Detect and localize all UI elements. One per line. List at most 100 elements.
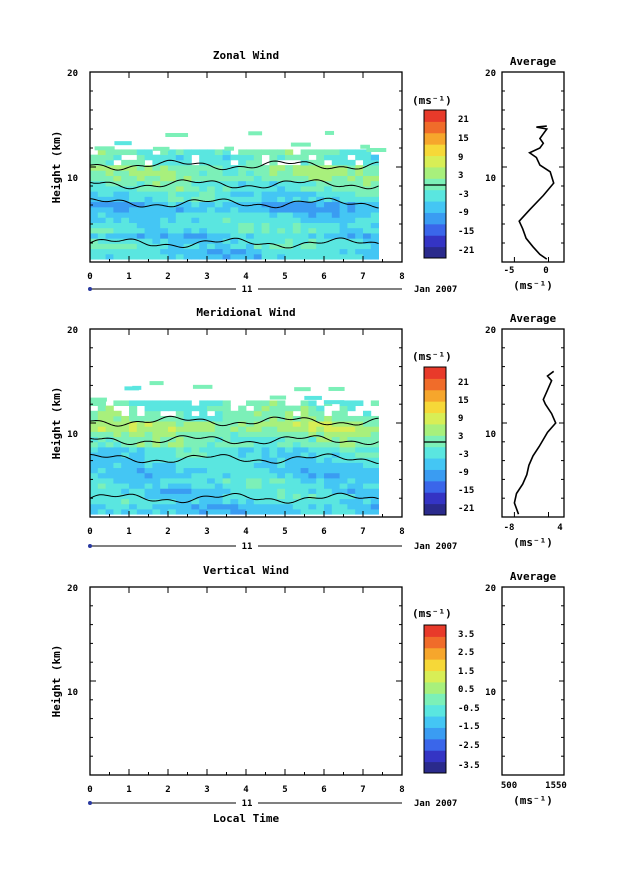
- heat-cell: [277, 400, 286, 407]
- heat-cell: [113, 233, 122, 239]
- heat-cell: [292, 238, 301, 244]
- heat-cell: [261, 472, 270, 479]
- heat-cell: [285, 248, 294, 255]
- heat-cell: [269, 421, 278, 427]
- heat-cell: [261, 462, 270, 469]
- colorbar-tick: 15: [458, 134, 469, 144]
- colorbar-swatch: [424, 716, 446, 728]
- heat-cell: [191, 196, 200, 203]
- heat-cell: [370, 248, 379, 255]
- heat-cell: [238, 196, 247, 203]
- heat-cell: [363, 498, 372, 505]
- heat-cell: [230, 421, 239, 427]
- x-tick-labels: 0 1 2 3 4 5 6 7 8: [87, 272, 404, 282]
- heat-cell: [246, 467, 255, 474]
- heat-cell: [191, 467, 200, 474]
- heat-cell: [261, 426, 270, 432]
- colorbar-swatch: [424, 423, 446, 436]
- heat-cell: [199, 410, 208, 417]
- heat-cell: [316, 222, 325, 229]
- heat-cell: [175, 186, 184, 192]
- heat-cell: [347, 452, 356, 458]
- heat-cell: [191, 488, 200, 494]
- heat-cell: [105, 503, 114, 510]
- heat-cell: [160, 180, 169, 187]
- heat-cell: [168, 227, 177, 234]
- heat-cell: [370, 488, 379, 494]
- heat-cell: [199, 186, 208, 192]
- heat-cell: [105, 159, 114, 166]
- heat-cell: [168, 446, 177, 453]
- heat-cell: [183, 253, 192, 260]
- colorbar-swatch: [424, 738, 446, 751]
- heat-cell: [316, 405, 325, 412]
- heat-cell: [363, 493, 372, 500]
- average-profile: Average 20 10 -5 0 (ms⁻¹): [485, 55, 565, 292]
- heat-cell: [370, 222, 379, 229]
- heat-cell: [253, 149, 262, 156]
- heat-cell: [308, 149, 317, 156]
- heat-cell: [121, 509, 130, 515]
- heat-cell: [316, 175, 325, 182]
- heat-cell: [129, 509, 138, 515]
- heat-cell: [370, 175, 379, 182]
- heat-cell: [222, 227, 231, 234]
- heat-cell: [363, 233, 372, 239]
- heat-cell: [129, 206, 138, 213]
- heat-cell: [144, 175, 153, 182]
- heat-cell: [316, 201, 325, 208]
- heat-cell: [144, 426, 153, 432]
- heat-cell: [168, 186, 177, 192]
- heat-cell: [121, 186, 130, 192]
- heat-cell: [253, 175, 262, 182]
- heat-cell: [347, 426, 356, 432]
- heat-cell: [175, 154, 184, 161]
- heat-cell: [253, 446, 262, 453]
- heat-cell: [285, 410, 294, 417]
- heat-cell: [183, 462, 192, 469]
- heat-cell: [292, 477, 301, 484]
- heat-cell: [370, 217, 379, 223]
- heat-cell: [316, 462, 325, 469]
- heat-cell: [308, 175, 317, 182]
- heat-cell: [292, 206, 301, 213]
- heat-cell: [183, 477, 192, 484]
- colorbar-tick: -15: [458, 486, 474, 496]
- heat-cell: [183, 206, 192, 213]
- colorbar-tick: -9: [458, 468, 469, 478]
- heat-cell: [277, 431, 286, 438]
- heat-cell: [207, 165, 216, 171]
- heat-cell: [129, 462, 138, 469]
- heat-cell: [199, 426, 208, 432]
- heat-cell: [121, 503, 130, 510]
- heat-cell: [331, 415, 340, 422]
- heat-cell: [207, 212, 216, 218]
- heat-cell: [160, 446, 169, 453]
- heat-cell: [285, 222, 294, 229]
- heat-cell: [136, 212, 145, 218]
- heat-cell: [347, 446, 356, 453]
- colorbar-swatch: [424, 469, 446, 482]
- heat-cell: [238, 159, 247, 166]
- heat-cell: [324, 217, 333, 223]
- heat-cell: [355, 186, 364, 192]
- heat-cell: [199, 498, 208, 505]
- heat-cell: [183, 509, 192, 515]
- heat-cell: [347, 509, 356, 515]
- heat-cell: [214, 186, 223, 192]
- heat-cell: [97, 233, 106, 239]
- heat-cell: [347, 248, 356, 255]
- heat-cell: [253, 493, 262, 500]
- heat-cell: [152, 493, 161, 500]
- contour-lines: [90, 415, 379, 504]
- heat-cell: [207, 191, 216, 197]
- heat-cell: [246, 149, 255, 156]
- colorbar-unit: (ms⁻¹): [412, 94, 452, 107]
- heat-cell: [308, 400, 317, 407]
- heat-cell: [160, 477, 169, 484]
- heat-cell: [152, 415, 161, 422]
- heat-cell: [129, 180, 138, 187]
- heat-cell: [129, 436, 138, 443]
- heat-cell: [316, 472, 325, 479]
- heat-cell: [355, 493, 364, 500]
